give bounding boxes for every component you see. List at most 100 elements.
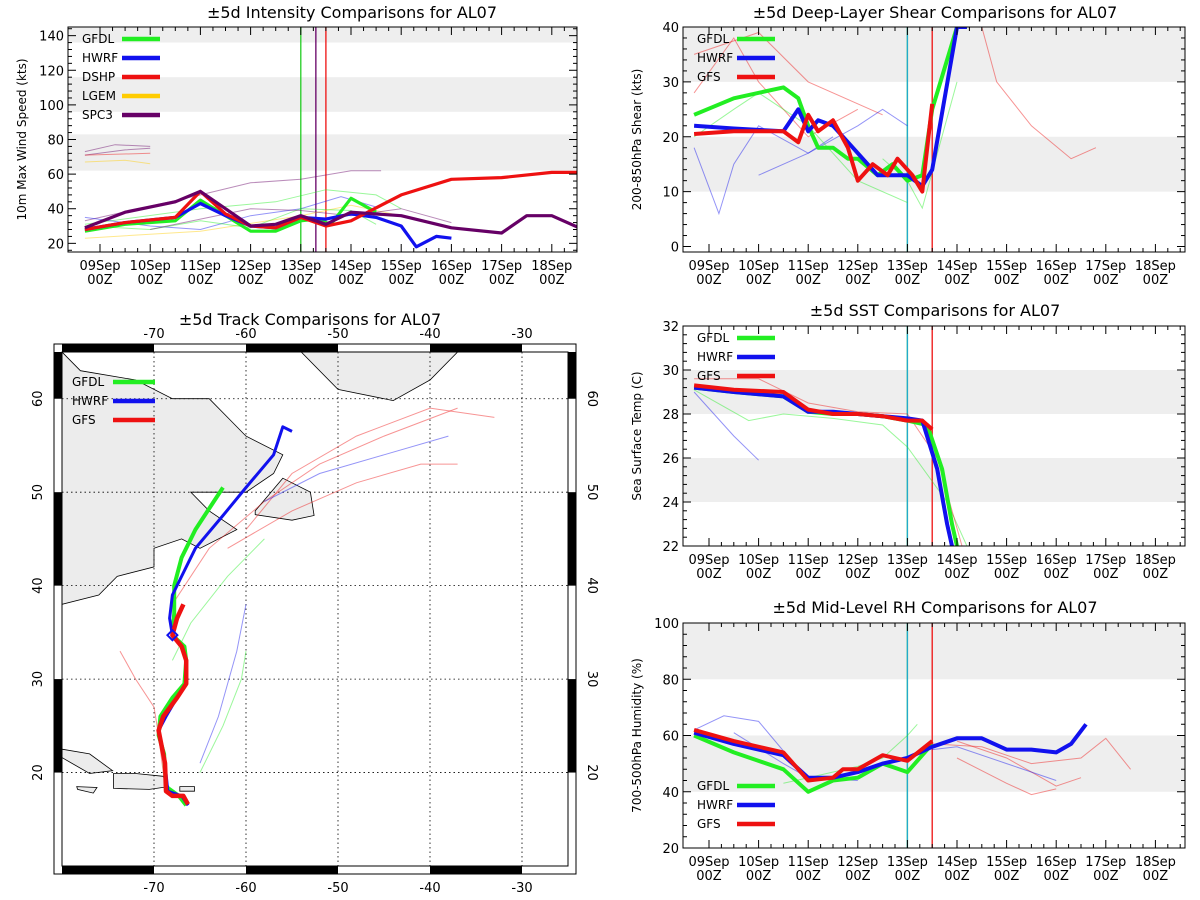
jamaica-land — [76, 786, 98, 794]
shear-xtick-day: 12Sep — [837, 259, 878, 274]
shear-ylabel: 200-850hPa Shear (kts) — [630, 69, 644, 211]
shear-ytick-label: 0 — [671, 241, 679, 256]
sst-xtick-day: 09Sep — [688, 553, 729, 568]
track-border-segment — [430, 866, 522, 874]
rh-title: ±5d Mid-Level RH Comparisons for AL07 — [772, 598, 1097, 617]
newfoundland-land — [254, 477, 315, 521]
sst-xtick-day: 11Sep — [788, 553, 829, 568]
rh-series-gfdl — [693, 733, 934, 794]
shear-series-gfs — [693, 103, 935, 194]
intensity-ytick-label: 140 — [39, 30, 64, 45]
intensity-ensemble-line — [84, 144, 151, 153]
track-initial-position-marker — [165, 628, 179, 642]
sst-xtick-hour: 00Z — [895, 567, 921, 582]
sst-series-gfs — [693, 383, 934, 431]
shear-legend-label: GFS — [697, 70, 721, 84]
rh-xtick-day: 09Sep — [688, 855, 729, 870]
track-lon-label-top: -60 — [235, 327, 256, 342]
track-lat-label-left: 60 — [31, 390, 46, 407]
shear-ytick-label: 30 — [662, 76, 679, 91]
track-lat-label-left: 30 — [31, 671, 46, 688]
sst-xtick-hour: 00Z — [845, 567, 871, 582]
rh-xtick-hour: 00Z — [1093, 869, 1119, 884]
rh-xtick-day: 12Sep — [837, 855, 878, 870]
sst-xtick-hour: 00Z — [696, 567, 722, 582]
track-lat-label-left: 20 — [31, 764, 46, 781]
intensity-ytick-label: 120 — [39, 64, 64, 79]
shear-xtick-hour: 00Z — [746, 273, 772, 288]
rh-xtick-hour: 00Z — [1143, 869, 1169, 884]
track-lon-label-top: -40 — [419, 327, 440, 342]
rh-xtick-day: 10Sep — [738, 855, 779, 870]
intensity-xtick-day: 13Sep — [280, 259, 321, 274]
shear-ytick-label: 40 — [662, 21, 679, 36]
shear-ytick-label: 10 — [662, 186, 679, 201]
rh-xtick-day: 16Sep — [1036, 855, 1077, 870]
track-border-segment — [62, 344, 154, 352]
shear-xtick-day: 17Sep — [1085, 259, 1126, 274]
shear-xtick-hour: 00Z — [1043, 273, 1069, 288]
intensity-xtick-hour: 00Z — [489, 273, 515, 288]
track-border-segment — [54, 492, 62, 586]
shear-chart: 01020304009Sep00Z10Sep00Z11Sep00Z12Sep00… — [630, 21, 1186, 288]
rh-legend-label: GFS — [697, 817, 721, 831]
rh-legend-label: GFDL — [697, 779, 729, 793]
intensity-ensemble-line — [84, 196, 377, 231]
sst-plot-area — [693, 326, 968, 546]
intensity-xtick-day: 11Sep — [180, 259, 221, 274]
intensity-xtick-hour: 00Z — [388, 273, 414, 288]
sst-xtick-day: 12Sep — [837, 553, 878, 568]
sst-legend-label: GFS — [697, 369, 721, 383]
shear-xtick-day: 11Sep — [788, 259, 829, 274]
track-ensemble-line — [199, 651, 247, 773]
track-lat-label-left: 50 — [31, 484, 46, 501]
shear-xtick-day: 15Sep — [986, 259, 1027, 274]
rh-ylabel: 700-500hPa Humidity (%) — [630, 658, 644, 813]
rh-xtick-day: 14Sep — [936, 855, 977, 870]
sst-xtick-day: 10Sep — [738, 553, 779, 568]
shear-ytick-label: 20 — [662, 131, 679, 146]
shear-xtick-day: 13Sep — [887, 259, 928, 274]
track-lon-label-top: -70 — [143, 327, 164, 342]
rh-series-gfs — [693, 727, 934, 783]
intensity-ensemble-line — [84, 208, 377, 231]
sst-title: ±5d SST Comparisons for AL07 — [810, 301, 1061, 320]
intensity-xtick-day: 10Sep — [130, 259, 171, 274]
track-border-segment — [568, 352, 576, 399]
rh-ytick-label: 80 — [662, 673, 679, 688]
hispaniola-land — [113, 773, 170, 790]
intensity-xtick-day: 14Sep — [330, 259, 371, 274]
intensity-xtick-day: 15Sep — [381, 259, 422, 274]
sst-legend-label: HWRF — [697, 350, 733, 364]
rh-xtick-hour: 00Z — [795, 869, 821, 884]
intensity-series-spc3 — [84, 189, 577, 235]
track-legend-label: HWRF — [72, 394, 108, 408]
sst-ytick-label: 26 — [662, 452, 679, 467]
sst-xtick-hour: 00Z — [1143, 567, 1169, 582]
track-ensemble-line — [199, 604, 247, 764]
intensity-band — [68, 27, 577, 43]
intensity-ytick-label: 80 — [47, 134, 64, 149]
intensity-legend-label: DSHP — [82, 70, 115, 84]
intensity-xtick-hour: 00Z — [87, 273, 113, 288]
track-lon-label-bottom: -50 — [327, 881, 348, 896]
rh-xtick-day: 17Sep — [1085, 855, 1126, 870]
shear-xtick-hour: 00Z — [1143, 273, 1169, 288]
rh-xtick-hour: 00Z — [994, 869, 1020, 884]
sst-ytick-label: 28 — [662, 408, 679, 423]
rh-xtick-hour: 00Z — [1043, 869, 1069, 884]
intensity-ensemble-line — [84, 159, 151, 165]
sst-xtick-hour: 00Z — [944, 567, 970, 582]
shear-xtick-day: 09Sep — [688, 259, 729, 274]
shear-xtick-hour: 00Z — [696, 273, 722, 288]
rh-xtick-day: 15Sep — [986, 855, 1027, 870]
shear-xtick-hour: 00Z — [845, 273, 871, 288]
intensity-plot-area — [84, 27, 577, 252]
track-ensemble-line — [171, 538, 265, 661]
track-lon-label-top: -30 — [511, 327, 532, 342]
track-border-segment — [246, 344, 338, 352]
shear-legend-label: GFDL — [697, 32, 729, 46]
track-border-segment — [568, 679, 576, 773]
shear-legend-label: HWRF — [697, 51, 733, 65]
rh-ytick-label: 100 — [654, 617, 679, 632]
